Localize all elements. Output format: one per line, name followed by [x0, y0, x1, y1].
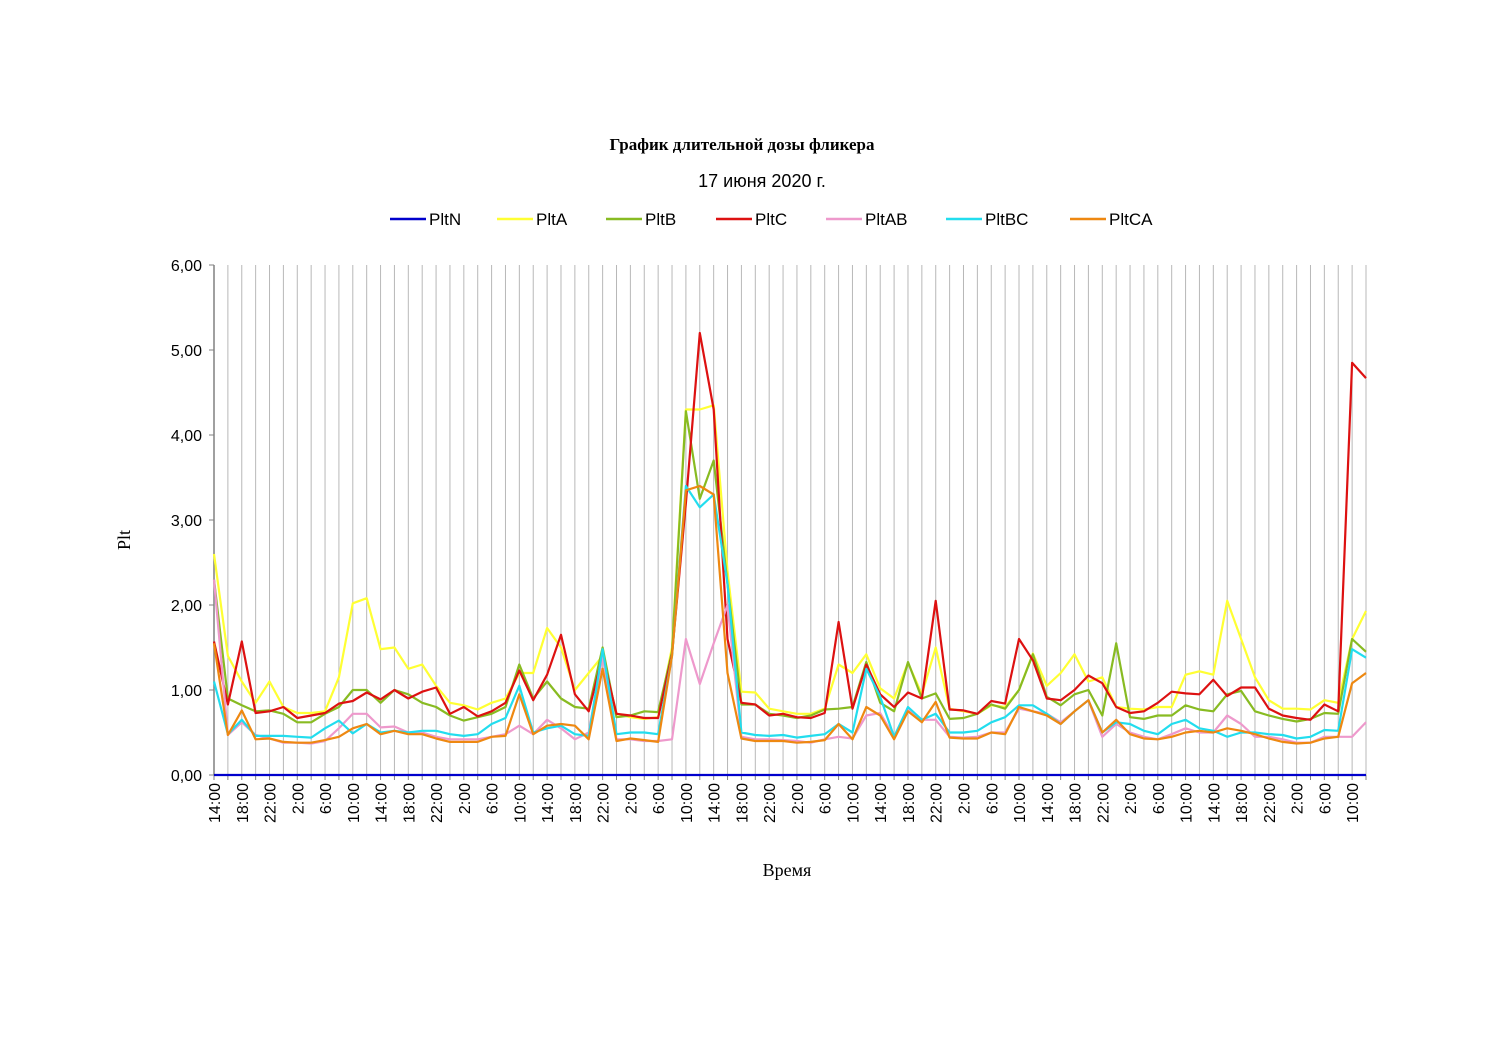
legend-label-PltBC: PltBC	[985, 210, 1028, 229]
x-tick-label: 18:00	[568, 783, 585, 823]
y-axis-label: Plt	[114, 530, 134, 550]
legend-label-PltC: PltC	[755, 210, 787, 229]
x-tick-label: 14:00	[873, 783, 890, 823]
series-line-PltB	[212, 410, 1367, 724]
x-tick-label: 22:00	[762, 783, 779, 823]
x-tick-label: 10:00	[1345, 783, 1362, 823]
x-tick-label: 2:00	[790, 783, 807, 814]
x-tick-label: 22:00	[1262, 783, 1279, 823]
x-tick-label: 10:00	[1179, 783, 1196, 823]
x-tick-label: 22:00	[429, 783, 446, 823]
x-tick-label: 6:00	[485, 783, 502, 814]
x-tick-label: 22:00	[929, 783, 946, 823]
y-tick-label: 5,00	[171, 343, 202, 360]
x-tick-label: 2:00	[956, 783, 973, 814]
x-tick-label: 18:00	[1234, 783, 1251, 823]
x-tick-label: 18:00	[401, 783, 418, 823]
series-line-PltBC	[212, 484, 1367, 740]
x-tick-label: 18:00	[235, 783, 252, 823]
series-line-PltC	[212, 331, 1367, 721]
legend-label-PltB: PltB	[645, 210, 676, 229]
x-tick-label: 6:00	[651, 783, 668, 814]
chart-title: График длительной дозы фликера	[610, 135, 875, 154]
x-tick-label: 14:00	[707, 783, 724, 823]
x-tick-label: 18:00	[901, 783, 918, 823]
x-tick-label: 6:00	[1317, 783, 1334, 814]
x-tick-label: 14:00	[207, 783, 224, 823]
x-tick-label: 14:00	[1206, 783, 1223, 823]
y-tick-label: 4,00	[171, 428, 202, 445]
series-line-PltCA	[212, 484, 1367, 745]
x-tick-label: 14:00	[374, 783, 391, 823]
plot-area: 0,00 1,00 2,00 3,00 4,00 5,00 6,00 14:00 18:00 22…	[171, 258, 1367, 823]
series-line-PltA	[212, 404, 1367, 721]
y-tick-label: 2,00	[171, 598, 202, 615]
legend-label-PltCA: PltCA	[1109, 210, 1153, 229]
x-tick-label: 22:00	[596, 783, 613, 823]
y-tick-label: 0,00	[171, 768, 202, 785]
x-tick-label: 6:00	[984, 783, 1001, 814]
x-tick-label: 14:00	[1040, 783, 1057, 823]
x-tick-label: 10:00	[1012, 783, 1029, 823]
x-tick-label: 18:00	[734, 783, 751, 823]
x-tick-label: 2:00	[623, 783, 640, 814]
x-tick-label: 2:00	[290, 783, 307, 814]
legend-label-PltN: PltN	[429, 210, 461, 229]
x-tick-label: 22:00	[263, 783, 280, 823]
chart-subtitle: 17 июня 2020 г.	[698, 171, 826, 191]
legend-label-PltA: PltA	[536, 210, 568, 229]
y-tick-label: 1,00	[171, 683, 202, 700]
x-tick-label: 10:00	[845, 783, 862, 823]
x-tick-label: 10:00	[679, 783, 696, 823]
series-line-PltAB	[212, 579, 1367, 745]
x-tick-label: 6:00	[318, 783, 335, 814]
x-axis-label: Время	[763, 860, 812, 880]
x-tick-label: 10:00	[512, 783, 529, 823]
legend: PltN PltA PltB PltC PltAB PltBC PltCA	[390, 210, 1153, 229]
x-tick-label: 10:00	[346, 783, 363, 823]
x-tick-label: 2:00	[457, 783, 474, 814]
x-tick-label: 6:00	[818, 783, 835, 814]
y-tick-label: 3,00	[171, 513, 202, 530]
x-tick-label: 6:00	[1151, 783, 1168, 814]
x-tick-label: 22:00	[1095, 783, 1112, 823]
x-tick-label: 2:00	[1123, 783, 1140, 814]
x-tick-label: 18:00	[1068, 783, 1085, 823]
x-tick-label: 2:00	[1290, 783, 1307, 814]
y-tick-label: 6,00	[171, 258, 202, 275]
x-tick-label: 14:00	[540, 783, 557, 823]
legend-label-PltAB: PltAB	[865, 210, 908, 229]
